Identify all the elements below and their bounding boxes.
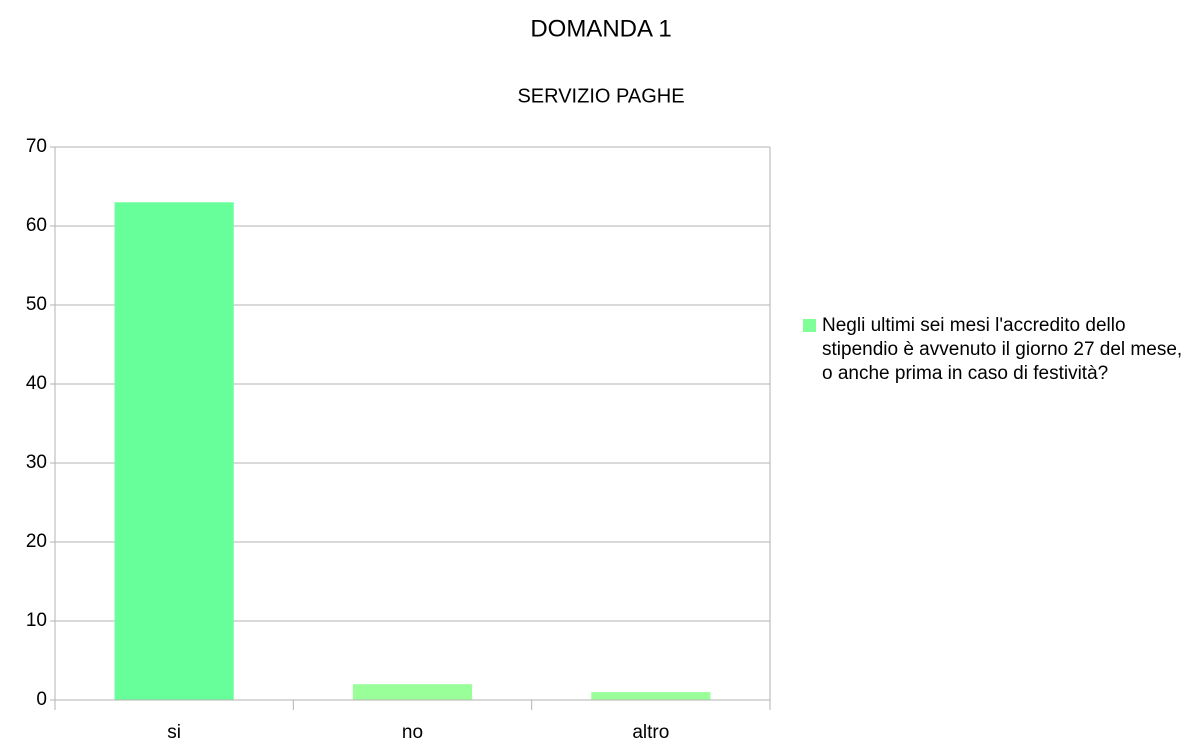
x-tick-label: altro [632,722,669,742]
y-tick-label: 10 [26,610,47,631]
y-tick-label: 50 [26,294,47,315]
bar [352,684,473,700]
y-tick-label: 60 [26,215,47,236]
bar [114,202,234,701]
y-tick-label: 30 [26,452,47,473]
y-tick-label: 70 [26,136,47,157]
legend: Negli ultimi sei mesi l'accredito dello … [803,314,1188,386]
legend-swatch [803,319,816,332]
y-tick-label: 40 [26,373,47,394]
y-tick-label: 20 [26,531,47,552]
chart-subtitle: SERVIZIO PAGHE [517,85,684,107]
y-tick-label: 0 [36,689,47,710]
x-tick-label: si [167,722,181,742]
legend-label: Negli ultimi sei mesi l'accredito dello … [822,315,1183,384]
chart-title: DOMANDA 1 [530,15,671,42]
bar [591,692,711,700]
x-tick-label: no [402,722,423,742]
